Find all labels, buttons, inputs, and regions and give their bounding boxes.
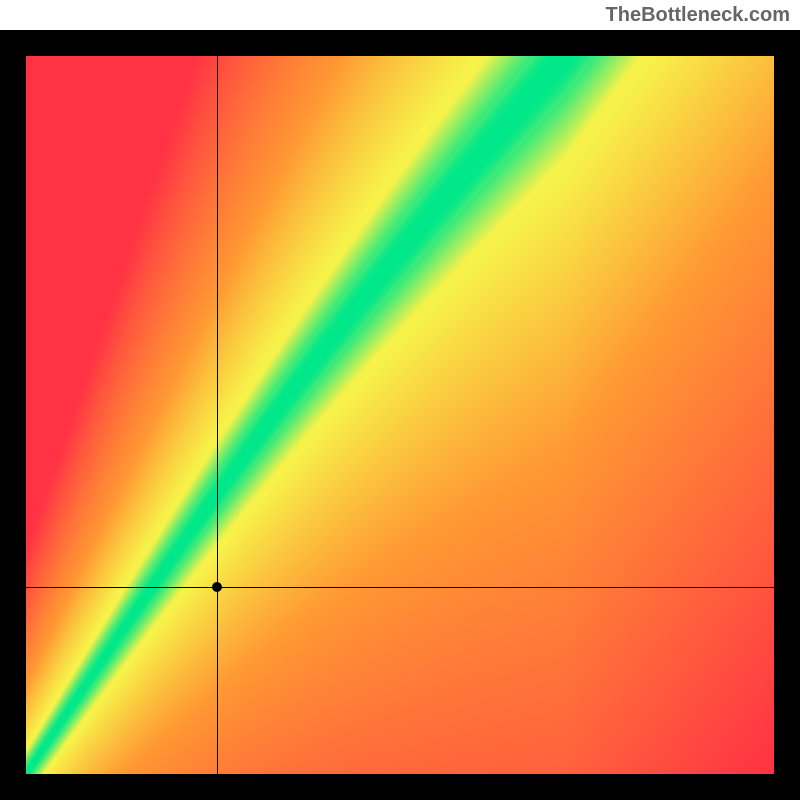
data-marker-dot: [212, 582, 222, 592]
crosshair-vertical: [217, 56, 218, 774]
chart-frame: [0, 30, 800, 800]
bottleneck-heatmap: [26, 56, 774, 774]
crosshair-horizontal: [26, 587, 774, 588]
watermark-text: TheBottleneck.com: [606, 4, 790, 27]
chart-container: TheBottleneck.com: [0, 0, 800, 800]
